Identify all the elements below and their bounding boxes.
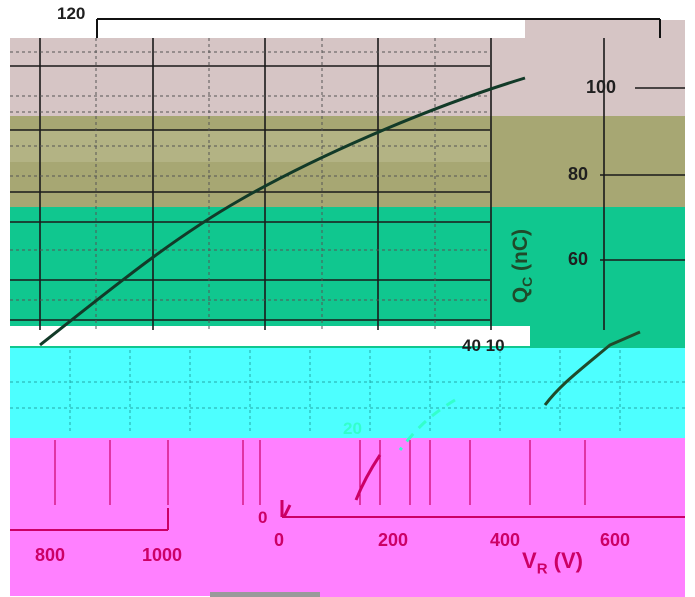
x-tick-800: 800 <box>35 545 66 565</box>
band-top <box>10 38 525 130</box>
y-tick-80: 80 <box>568 164 589 184</box>
band-cyan <box>10 348 685 438</box>
series-curve-lower <box>354 454 382 501</box>
series-curve-origin <box>282 504 292 518</box>
series-curve-mid <box>398 398 456 451</box>
x-tick-200: 200 <box>378 530 409 550</box>
y-tick-60: 60 <box>568 249 589 269</box>
y-axis-title-main: Q <box>508 286 532 304</box>
y-axis-title-unit: (nC) <box>508 228 532 271</box>
band-top-right <box>525 20 685 116</box>
x-axis-title: VR (V) <box>522 548 583 577</box>
x-tick-600: 600 <box>600 530 631 550</box>
y-tick-0: 0 <box>258 508 268 527</box>
x-tick-400: 400 <box>490 530 521 550</box>
y-axis-title-sub: C <box>519 276 536 287</box>
y-tick-40: 40 10 <box>462 336 505 355</box>
series-curve-right <box>543 330 641 406</box>
x-axis-title-sub: R <box>536 560 548 578</box>
marks-layer <box>39 76 641 518</box>
band-green <box>10 207 685 348</box>
x-axis-title-unit: (V) <box>553 548 583 573</box>
y-tick-100: 100 <box>586 77 617 97</box>
x-tick-0: 0 <box>274 530 285 550</box>
notch-bottom <box>320 493 685 597</box>
notch-top <box>10 326 530 346</box>
y-tick-120: 120 <box>57 4 86 23</box>
y-tick-20: 20 <box>343 419 362 438</box>
x-axis-title-main: V <box>522 548 537 573</box>
series-curve-upper <box>39 76 526 347</box>
x-tick-1000: 1000 <box>142 545 183 565</box>
grid-layer <box>10 38 685 505</box>
y-axis-title: QC (nC) <box>509 216 535 316</box>
